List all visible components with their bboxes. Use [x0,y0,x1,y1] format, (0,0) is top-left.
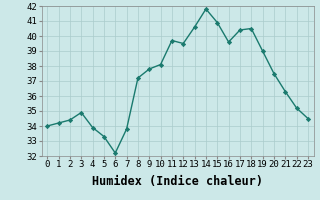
X-axis label: Humidex (Indice chaleur): Humidex (Indice chaleur) [92,175,263,188]
